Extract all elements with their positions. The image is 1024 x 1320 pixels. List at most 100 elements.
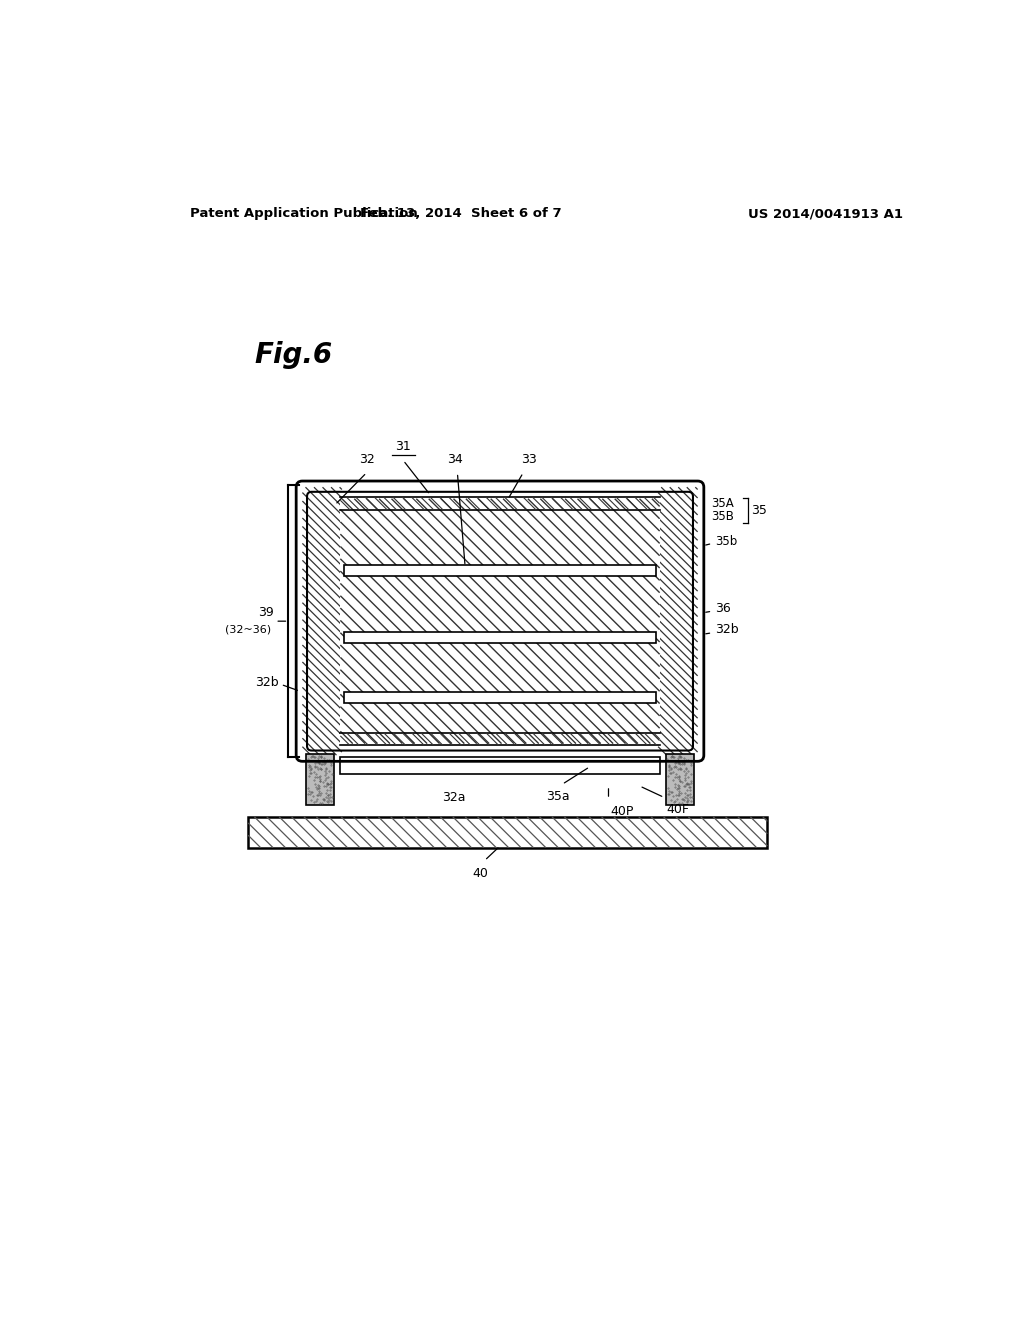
Point [303,747,319,768]
Point [674,793,690,814]
Point [682,777,698,799]
Point [321,784,337,805]
Point [659,777,676,799]
Point [678,750,694,771]
Point [323,784,339,805]
Point [305,770,322,791]
Point [671,777,687,799]
Point [304,746,321,767]
Point [681,774,697,795]
Point [671,744,687,766]
Point [677,787,693,808]
Point [317,764,334,785]
Point [673,783,689,804]
Point [663,789,679,810]
Point [319,766,336,787]
Point [316,775,333,796]
Point [670,752,686,774]
Text: 31: 31 [395,440,411,453]
Point [680,766,696,787]
Point [664,746,680,767]
Bar [344,692,655,702]
Point [310,752,327,774]
Point [312,754,329,775]
Point [674,754,690,775]
Point [683,791,699,812]
Point [669,779,685,800]
Point [310,758,327,779]
Point [316,760,333,781]
FancyBboxPatch shape [286,471,714,771]
Point [318,774,335,795]
Point [308,763,325,784]
Point [311,766,328,787]
Point [662,755,678,776]
Bar [340,758,659,775]
Point [303,789,319,810]
Point [310,748,327,770]
Point [669,788,685,809]
Point [671,792,687,813]
Point [683,772,699,793]
Point [660,759,677,780]
Point [323,787,339,808]
Point [302,762,318,783]
Point [680,760,696,781]
Point [311,792,328,813]
Point [301,754,317,775]
Point [659,784,676,805]
Point [313,758,330,779]
Point [663,747,679,768]
Point [683,787,699,808]
Point [317,783,334,804]
Point [313,746,330,767]
Point [667,791,683,812]
Point [671,752,687,774]
Point [318,758,335,779]
Point [662,762,678,783]
Point [682,784,698,805]
Point [312,746,329,767]
Point [316,754,333,775]
Point [319,774,336,795]
Point [318,772,335,793]
Point [665,785,681,807]
Text: 35A: 35A [711,496,733,510]
Point [310,751,327,772]
Point [306,747,323,768]
Point [324,771,340,792]
Point [660,754,677,775]
Point [679,774,695,795]
Point [314,771,331,792]
Point [665,746,681,767]
Point [318,791,335,812]
Point [683,771,699,792]
Point [323,755,339,776]
Point [312,759,329,780]
Text: 32b: 32b [716,623,739,636]
Point [312,771,329,792]
Point [672,770,688,791]
Point [679,792,695,813]
Point [319,792,336,813]
Point [677,764,693,785]
Point [322,776,338,797]
Point [672,744,688,766]
Point [665,746,681,767]
Point [319,774,336,795]
Point [301,756,317,777]
Point [309,779,326,800]
Point [671,775,687,796]
Point [672,771,688,792]
Point [308,785,325,807]
FancyBboxPatch shape [653,483,702,760]
Point [305,746,322,767]
Point [677,770,693,791]
Text: 32b: 32b [256,676,280,689]
Point [676,754,692,775]
Point [666,756,682,777]
Text: 32a: 32a [441,792,465,804]
Point [672,770,688,791]
Point [667,766,683,787]
Point [314,788,331,809]
